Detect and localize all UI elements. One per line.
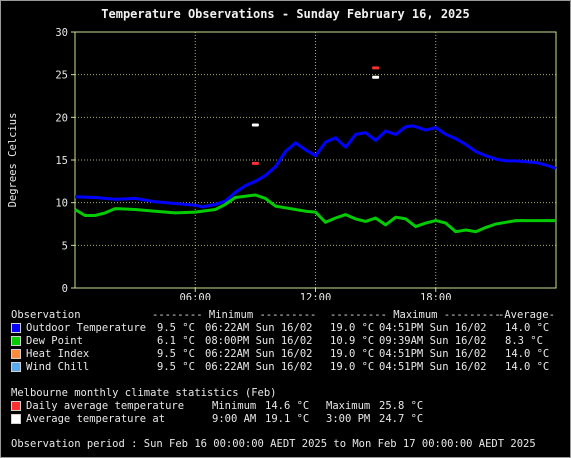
legend-swatch	[11, 323, 21, 333]
row-min-value: 9.5 °C	[157, 348, 195, 360]
climate-marker	[251, 161, 259, 165]
row-label: Dew Point	[26, 335, 83, 347]
observation-period: Observation period : Sun Feb 16 00:00:00…	[11, 438, 536, 450]
row-average: 14.0 °C	[505, 348, 550, 360]
row-min-value: 9.5 °C	[157, 322, 195, 334]
row-min-time: 06:22AM Sun 16/02	[205, 322, 313, 334]
climate-right-label: Maximum	[326, 400, 371, 412]
climate-swatch	[11, 401, 21, 411]
series-lines	[74, 124, 557, 234]
legend-swatch	[11, 362, 21, 372]
y-tick-label: 30	[55, 27, 68, 39]
climate-label: Daily average temperature	[26, 400, 185, 412]
row-average: 14.0 °C	[505, 361, 550, 373]
y-tick-label: 5	[62, 240, 68, 252]
row-max-value: 19.0 °C	[330, 322, 375, 334]
x-tick-label: 18:00	[420, 292, 452, 300]
climate-marker	[372, 75, 380, 79]
chart-title: Temperature Observations - Sunday Februa…	[101, 7, 470, 21]
y-tick-label: 15	[55, 155, 68, 167]
row-average: 14.0 °C	[505, 322, 550, 334]
row-max-value: 10.9 °C	[330, 335, 375, 347]
y-axis-ticks: 0 5 10 15 20 25 30	[55, 27, 75, 295]
row-min-time: 08:00PM Sun 16/02	[205, 335, 313, 347]
table-header-average: -Average-	[498, 309, 555, 321]
climate-heading: Melbourne monthly climate statistics (Fe…	[11, 387, 277, 399]
x-tick-label: 06:00	[179, 292, 211, 300]
climate-markers	[251, 66, 380, 165]
legend-swatch	[11, 349, 21, 359]
climate-right-value: 24.7 °C	[379, 413, 424, 425]
row-min-time: 06:22AM Sun 16/02	[205, 361, 313, 373]
row-max-time: 04:51PM Sun 16/02	[379, 348, 487, 360]
row-label: Wind Chill	[26, 361, 90, 373]
climate-left-value: 14.6 °C	[265, 400, 310, 412]
climate-swatch	[11, 414, 21, 424]
x-axis-ticks: 06:00 12:00 18:00	[179, 288, 452, 300]
climate-left-label: Minimum	[212, 400, 257, 412]
table-header-minimum: -------- Minimum ---------	[152, 309, 317, 321]
climate-marker	[372, 66, 380, 70]
legend-swatch	[11, 336, 21, 346]
climate-left-value: 19.1 °C	[265, 413, 310, 425]
climate-label: Average temperature at	[26, 413, 166, 425]
table-header-maximum: --------- Maximum ---------	[330, 309, 501, 321]
row-average: 8.3 °C	[505, 335, 543, 347]
series-line	[74, 124, 557, 209]
row-max-value: 19.0 °C	[330, 348, 375, 360]
y-tick-label: 10	[55, 198, 68, 210]
row-min-value: 9.5 °C	[157, 361, 195, 373]
row-min-time: 06:22AM Sun 16/02	[205, 348, 313, 360]
row-max-value: 19.0 °C	[330, 361, 375, 373]
climate-right-value: 25.8 °C	[379, 400, 424, 412]
row-label: Outdoor Temperature	[26, 322, 147, 334]
table-header-observation: Observation	[11, 309, 81, 321]
climate-left-label: 9:00 AM	[212, 413, 257, 425]
climate-marker	[251, 123, 259, 127]
row-max-time: 04:51PM Sun 16/02	[379, 361, 487, 373]
y-tick-label: 20	[55, 112, 68, 124]
climate-right-label: 3:00 PM	[326, 413, 371, 425]
row-min-value: 6.1 °C	[157, 335, 195, 347]
y-tick-label: 0	[62, 283, 68, 295]
y-axis-label: Degrees Celcius	[7, 113, 19, 208]
row-max-time: 09:39AM Sun 16/02	[379, 335, 487, 347]
row-label: Heat Index	[26, 348, 90, 360]
series-line	[74, 193, 556, 234]
temperature-plot: 0 5 10 15 20 25 30 06:00 12:00 18:00 Degrees Cel…	[7, 27, 557, 300]
row-max-time: 04:51PM Sun 16/02	[379, 322, 487, 334]
x-tick-label: 12:00	[300, 292, 332, 300]
y-tick-label: 25	[55, 70, 68, 82]
